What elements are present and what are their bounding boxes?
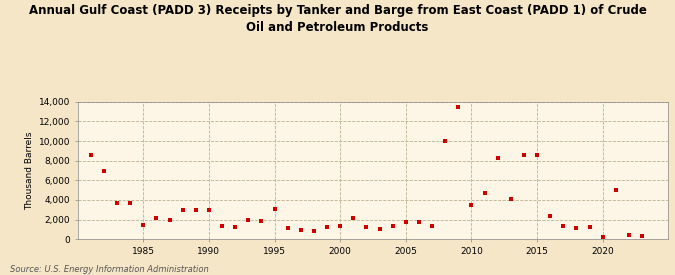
Point [151,215,162,220]
Point [466,203,477,207]
Point [571,226,582,231]
Point [99,169,109,174]
Point [178,208,188,212]
Point [164,218,175,222]
Point [296,228,306,233]
Point [624,233,634,238]
Point [111,201,122,205]
Point [584,225,595,230]
Point [439,139,450,143]
Point [256,218,267,223]
Point [374,227,385,232]
Point [190,208,201,212]
Y-axis label: Thousand Barrels: Thousand Barrels [26,131,34,210]
Point [558,224,568,229]
Point [269,207,280,211]
Text: Annual Gulf Coast (PADD 3) Receipts by Tanker and Barge from East Coast (PADD 1): Annual Gulf Coast (PADD 3) Receipts by T… [28,4,647,34]
Point [125,201,136,205]
Point [387,223,398,228]
Point [348,215,358,220]
Point [335,223,346,228]
Text: Source: U.S. Energy Information Administration: Source: U.S. Energy Information Administ… [10,265,209,274]
Point [321,225,332,230]
Point [492,156,503,160]
Point [597,235,608,240]
Point [243,218,254,222]
Point [506,197,516,201]
Point [453,104,464,109]
Point [532,153,543,157]
Point [230,225,240,230]
Point [400,219,411,224]
Point [479,191,490,195]
Point [414,219,425,224]
Point [308,229,319,233]
Point [427,224,437,229]
Point [518,153,529,157]
Point [282,226,293,231]
Point [217,223,227,228]
Point [361,225,372,230]
Point [138,222,148,227]
Point [85,153,96,157]
Point [545,213,556,218]
Point [610,188,621,192]
Point [203,208,214,212]
Point [637,234,647,238]
